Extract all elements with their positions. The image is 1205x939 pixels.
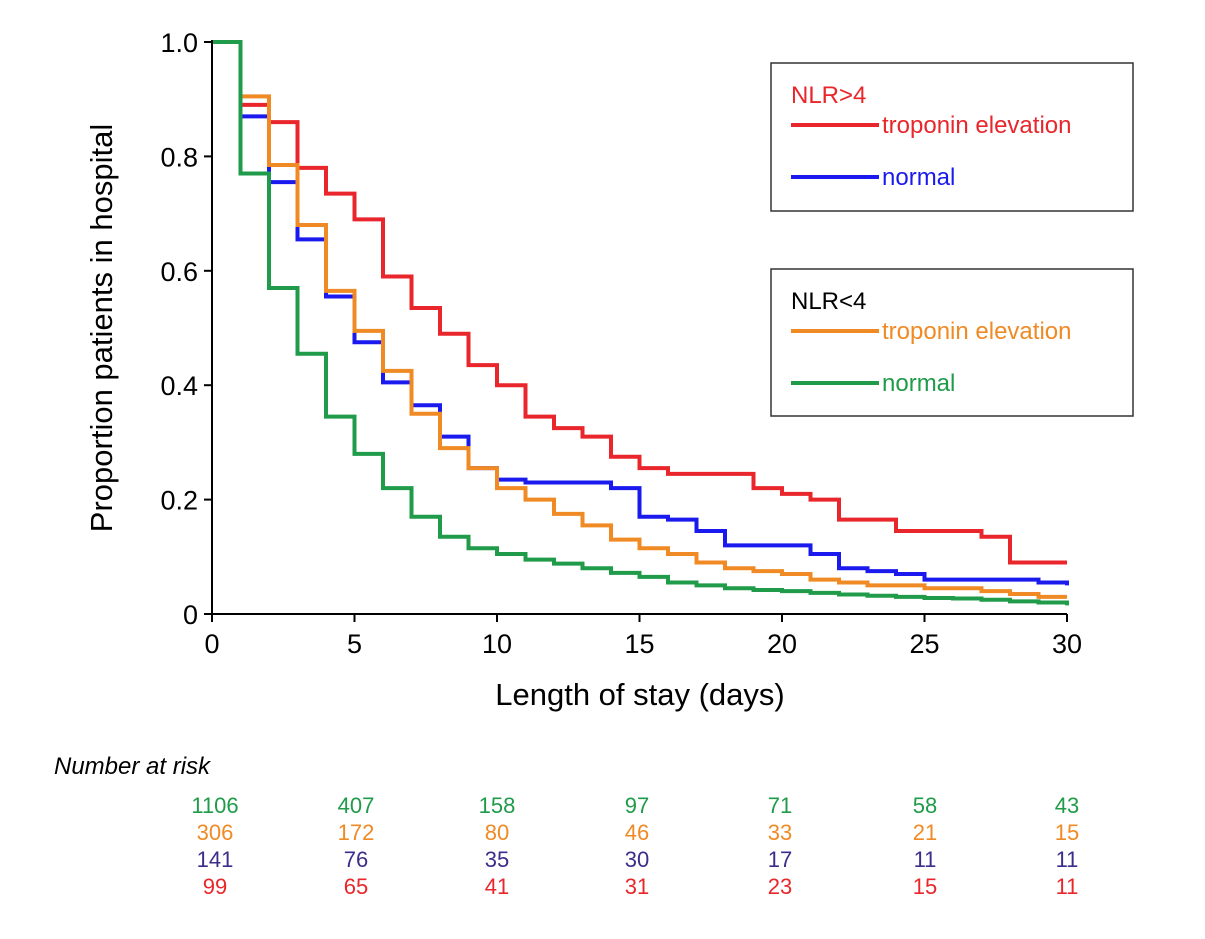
legend-group-title: NLR>4	[791, 82, 866, 109]
risk-count: 23	[768, 874, 792, 899]
risk-count: 76	[344, 847, 368, 872]
x-tick-label: 25	[909, 629, 939, 659]
y-tick-label: 0	[183, 600, 198, 630]
risk-count: 15	[913, 874, 937, 899]
x-tick-label: 20	[767, 629, 797, 659]
risk-count: 11	[914, 847, 937, 872]
legend-entry-label: normal	[882, 164, 955, 191]
number-at-risk-title: Number at risk	[54, 753, 212, 780]
number-at-risk-table: Number at risk 1106 407 158 97 71 58 43 306 172 8…	[54, 753, 1079, 899]
legend-entry-label: troponin elevation	[882, 112, 1071, 139]
x-axis-title: Length of stay (days)	[495, 677, 785, 712]
x-tick-label: 10	[482, 629, 512, 659]
series-line-0	[212, 40, 1067, 565]
risk-count: 172	[338, 820, 375, 845]
x-tick-label: 5	[347, 629, 362, 659]
risk-count: 407	[338, 793, 375, 818]
risk-count: 141	[197, 847, 234, 872]
risk-count: 30	[625, 847, 649, 872]
risk-count: 17	[768, 847, 792, 872]
y-tick-label: 0.2	[160, 486, 198, 516]
risk-count: 11	[1056, 847, 1079, 872]
risk-count: 158	[479, 793, 516, 818]
risk-count: 11	[1056, 874, 1079, 899]
series-line-2	[212, 40, 1067, 599]
risk-count: 58	[913, 793, 937, 818]
legend-group-title: NLR<4	[791, 288, 866, 315]
x-tick-label: 0	[204, 629, 219, 659]
risk-count: 31	[625, 874, 649, 899]
legend-box	[770, 62, 1134, 212]
series-line-3	[212, 40, 1069, 606]
risk-count: 43	[1055, 793, 1079, 818]
risk-count: 21	[913, 820, 937, 845]
y-tick-label: 1.0	[160, 28, 198, 58]
risk-count: 33	[768, 820, 792, 845]
risk-count: 15	[1055, 820, 1079, 845]
risk-count: 35	[485, 847, 509, 872]
legend-box	[770, 268, 1134, 417]
risk-count: 46	[625, 820, 649, 845]
risk-count: 306	[197, 820, 234, 845]
risk-count: 80	[485, 820, 509, 845]
x-tick-label: 30	[1052, 629, 1082, 659]
legend-entry-label: normal	[882, 370, 955, 397]
risk-count: 65	[344, 874, 368, 899]
legend-entry-label: troponin elevation	[882, 318, 1071, 345]
x-tick-label: 15	[624, 629, 654, 659]
series-line-1	[212, 40, 1069, 586]
legend: NLR>4 troponin elevation normal NLR<4 tropon…	[770, 62, 1134, 417]
y-tick-label: 0.8	[160, 142, 198, 172]
y-tick-label: 0.6	[160, 257, 198, 287]
y-tick-label: 0.4	[160, 371, 198, 401]
axes-group: 0 5 10 15 20 25 30 0 0.2 0.4 0.6 0.8 1.0	[160, 28, 1082, 659]
risk-count: 97	[625, 793, 649, 818]
y-axis-title: Proportion patients in hospital	[84, 124, 119, 532]
plot-series-group	[212, 40, 1069, 606]
risk-count: 1106	[191, 793, 238, 818]
risk-count: 71	[768, 793, 792, 818]
risk-count: 99	[203, 874, 227, 899]
risk-count: 41	[485, 874, 509, 899]
